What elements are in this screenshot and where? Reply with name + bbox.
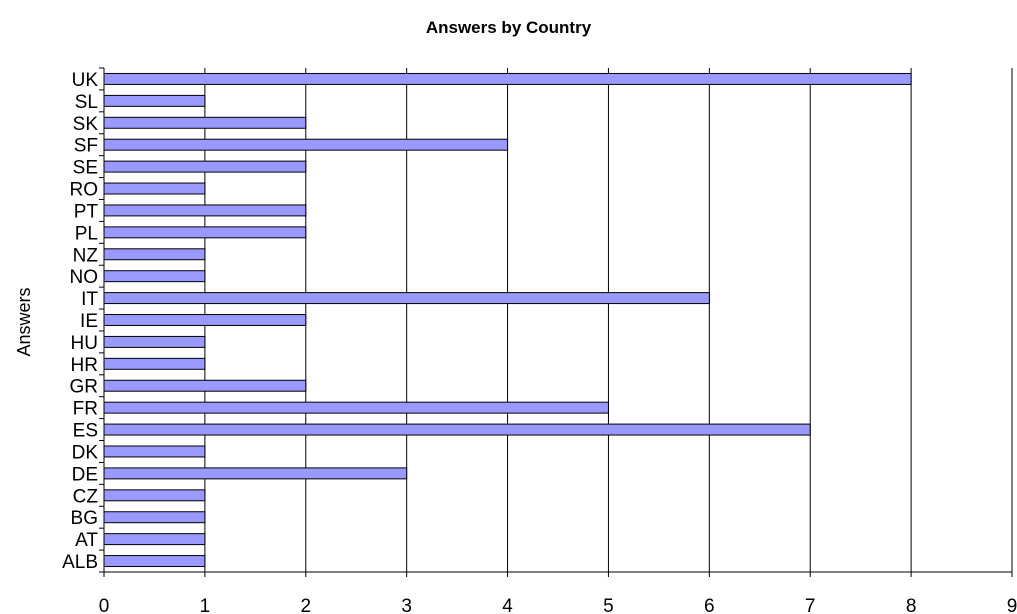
bar-HR (103, 357, 206, 370)
bar-PL (103, 226, 307, 239)
y-tick-label: ES (73, 421, 98, 442)
y-tick-label: RO (70, 180, 99, 201)
x-tick-label: 0 (99, 596, 110, 614)
bar-FR (103, 401, 609, 414)
y-tick-label: BG (71, 508, 98, 529)
y-tick-label: SF (74, 136, 98, 157)
y-tick-label: IE (80, 311, 98, 332)
y-tick-label: IT (81, 289, 98, 310)
x-tick-label: 6 (704, 596, 715, 614)
y-tick-label: CZ (73, 486, 99, 507)
y-tick-label: UK (72, 70, 99, 91)
x-tick-label: 1 (200, 596, 211, 614)
bar-BG (103, 511, 206, 524)
bar-HU (103, 335, 206, 348)
bar-NZ (103, 248, 206, 261)
bar-GR (103, 379, 307, 392)
x-tick-label: 5 (603, 596, 614, 614)
tick-labels: 0 1 2 3 4 5 6 7 8 9 UKSLSKSFSEROPTPLNZNOITIEHUHRGR… (62, 70, 1017, 614)
bar-UK (103, 72, 912, 85)
bar-CZ (103, 489, 206, 502)
y-tick-label: DE (72, 464, 98, 485)
x-tick-label: 7 (805, 596, 816, 614)
bar-IE (103, 314, 307, 326)
y-tick-label: DK (72, 442, 99, 463)
y-tick-label: NO (70, 267, 99, 288)
y-tick-label: SL (75, 92, 98, 113)
y-tick-label: NZ (73, 245, 99, 266)
bar-DE (103, 467, 408, 480)
y-tick-label: FR (73, 399, 98, 420)
y-tick-label: ALB (62, 552, 98, 573)
axes (99, 67, 1013, 577)
x-tick-label: 8 (906, 596, 917, 614)
y-tick-label: AT (75, 530, 98, 551)
y-tick-label: GR (70, 377, 99, 398)
bar-ALB (103, 555, 206, 568)
x-tick-label: 9 (1007, 596, 1017, 614)
bar-RO (103, 182, 206, 195)
bar-SL (103, 94, 206, 107)
y-tick-label: HU (71, 333, 98, 354)
bar-PT (103, 204, 307, 217)
y-tick-label: SE (73, 158, 98, 179)
y-tick-label: SK (73, 114, 99, 135)
bar-IT (103, 292, 710, 305)
chart-title: Answers by Country (425, 18, 592, 37)
x-tick-label: 4 (502, 596, 513, 614)
bar-NO (103, 270, 206, 283)
y-tick-label: PL (75, 223, 98, 244)
y-tick-label: PT (74, 201, 99, 222)
bar-AT (103, 533, 206, 546)
bar-DK (103, 445, 206, 458)
bar-SF (103, 138, 509, 151)
x-tick-label: 2 (300, 596, 311, 614)
y-axis-title: Answers (14, 287, 34, 356)
x-tick-label: 3 (401, 596, 412, 614)
bar-ES (103, 423, 811, 436)
bar-SK (103, 116, 307, 129)
y-tick-label: HR (71, 355, 98, 376)
bar-SE (103, 160, 307, 173)
